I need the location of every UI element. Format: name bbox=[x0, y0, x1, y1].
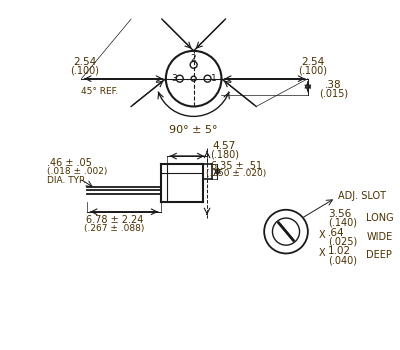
Text: 6.35 ± .51: 6.35 ± .51 bbox=[211, 161, 262, 170]
Text: (.180): (.180) bbox=[210, 149, 239, 159]
Text: DIA. TYP.: DIA. TYP. bbox=[47, 176, 86, 185]
Text: (.100): (.100) bbox=[298, 66, 327, 76]
Text: 4.57: 4.57 bbox=[213, 141, 236, 151]
Text: 45° REF.: 45° REF. bbox=[82, 87, 118, 96]
Text: 1: 1 bbox=[211, 74, 216, 83]
Text: WIDE: WIDE bbox=[366, 232, 393, 242]
Text: .46 ± .05: .46 ± .05 bbox=[47, 158, 92, 168]
Text: 2.54: 2.54 bbox=[301, 57, 324, 67]
Text: ADJ. SLOT: ADJ. SLOT bbox=[338, 191, 386, 201]
Text: (.140): (.140) bbox=[328, 218, 357, 228]
Text: DEEP: DEEP bbox=[366, 251, 392, 260]
Text: (.015): (.015) bbox=[319, 89, 348, 99]
Text: 3: 3 bbox=[171, 74, 177, 83]
Text: .38: .38 bbox=[325, 80, 342, 90]
Text: (.267 ± .088): (.267 ± .088) bbox=[84, 224, 144, 233]
Text: (.250 ± .020): (.250 ± .020) bbox=[206, 169, 266, 178]
Text: 2.54: 2.54 bbox=[73, 57, 96, 67]
Text: 90° ± 5°: 90° ± 5° bbox=[170, 125, 218, 135]
Text: (.100): (.100) bbox=[70, 66, 99, 76]
Text: 1.02: 1.02 bbox=[328, 246, 351, 257]
Text: 2: 2 bbox=[191, 54, 196, 63]
Text: (.018 ± .002): (.018 ± .002) bbox=[47, 167, 107, 176]
Text: (.040): (.040) bbox=[328, 256, 357, 265]
Text: .64: .64 bbox=[328, 228, 344, 238]
Text: LONG: LONG bbox=[366, 213, 394, 223]
Text: X: X bbox=[319, 230, 326, 240]
Text: X: X bbox=[319, 248, 326, 258]
Text: 3.56: 3.56 bbox=[328, 209, 351, 219]
Text: (.025): (.025) bbox=[328, 237, 357, 246]
Text: 6.78 ± 2.24: 6.78 ± 2.24 bbox=[86, 215, 143, 225]
